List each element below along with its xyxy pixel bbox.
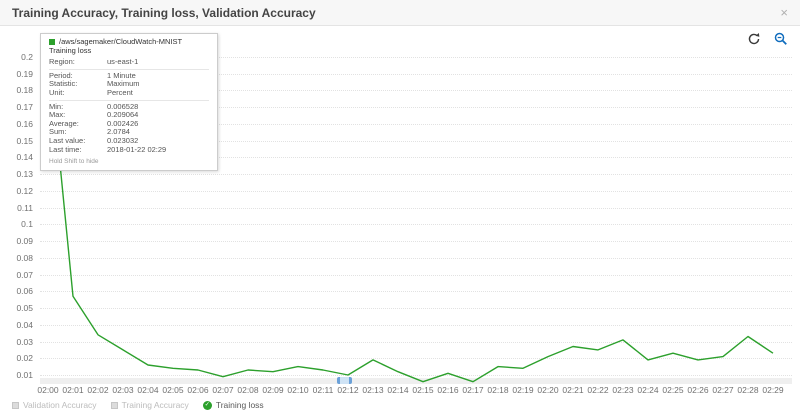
tooltip-metric-name: Training loss [49,45,92,55]
timeline-scrollbar-handle[interactable] [337,377,352,384]
legend: Validation Accuracy Training Accuracy ✓ Tra… [12,400,264,410]
zoom-out-icon[interactable] [773,31,788,46]
y-axis-label: 0.05 [16,303,33,314]
x-axis-label: 02:28 [737,385,759,395]
gridline [40,207,792,209]
tooltip-row: Last time: 2018-01-22 02:29 [49,144,167,154]
chart-toolbar [746,31,788,46]
x-axis-label: 02:26 [687,385,709,395]
y-axis-label: 0.15 [16,135,33,146]
gridline [40,274,792,276]
x-axis-label: 02:21 [562,385,584,395]
metric-tooltip: /aws/sagemaker/CloudWatch-MNIST Training… [40,33,218,171]
gridline [40,375,792,376]
window-titlebar: Training Accuracy, Training loss, Valida… [0,0,800,26]
gridline [40,341,792,343]
x-axis-label: 02:01 [62,385,84,395]
legend-inactive-swatch-icon [12,401,19,409]
tooltip-group: Region: us-east-1 [49,56,209,69]
y-axis-label: 0.1 [21,219,33,230]
legend-inactive-swatch-icon [110,401,118,409]
x-axis-label: 02:02 [87,385,109,395]
y-axis-label: 0.14 [16,152,33,163]
legend-item-label: Training Accuracy [121,400,189,410]
tooltip-row: Region: us-east-1 [49,57,139,67]
y-axis-label: 0.19 [16,68,33,79]
y-axis-label: 0.08 [16,252,33,263]
y-axis-label: 0.09 [16,236,33,247]
tooltip-group: Min: 0.006528 Max: 0.209064 Average: 0.002426… [49,99,209,157]
x-axis-label: 02:18 [487,385,509,395]
legend-active-swatch-icon: ✓ [202,400,212,410]
x-axis-label: 02:24 [637,385,659,395]
y-axis-label: 0.16 [16,118,33,129]
x-axis-label: 02:07 [212,385,234,395]
y-axis-label: 0.2 [21,52,33,62]
gridline [40,174,792,176]
legend-item-label: Training loss [215,400,264,410]
x-axis-label: 02:25 [662,385,684,395]
legend-item-training-loss[interactable]: ✓ Training loss [202,400,264,410]
gridline [40,190,792,192]
gridline [40,324,792,326]
x-axis-label: 02:16 [437,385,459,395]
chart-title: Training Accuracy, Training loss, Valida… [12,5,316,20]
y-axis-label: 0.02 [16,353,33,364]
x-axis-label: 02:19 [512,385,534,395]
x-axis-label: 02:04 [137,385,159,395]
gridline [40,224,792,226]
x-axis-label: 02:14 [387,385,409,395]
tooltip-group: Period: 1 Minute Statistic: Maximum Unit: Per… [49,68,209,100]
legend-item-label: Validation Accuracy [23,400,97,410]
y-axis-label: 0.03 [16,336,33,347]
x-axis-label: 02:11 [312,385,334,395]
x-axis-label: 02:10 [287,385,309,395]
x-axis-label: 02:13 [362,385,384,395]
gridline [40,308,792,310]
x-axis-label: 02:22 [587,385,609,395]
y-axis-label: 0.01 [16,370,33,380]
y-axis-label: 0.07 [16,269,33,280]
series-swatch-icon [49,39,55,46]
gridline [40,257,792,259]
x-axis-label: 02:03 [112,385,134,395]
x-axis-label: 02:15 [412,385,434,395]
gridline [40,358,792,360]
x-axis-label: 02:08 [237,385,259,395]
y-axis-label: 0.18 [16,85,33,96]
tooltip-namespace: /aws/sagemaker/CloudWatch-MNIST [59,37,183,46]
gridline [40,291,792,293]
x-axis-label: 02:23 [612,385,634,395]
y-axis-label: 0.04 [16,319,33,330]
y-axis-label: 0.06 [16,286,33,297]
y-axis-label: 0.13 [16,169,33,180]
y-axis-label: 0.12 [16,185,33,196]
x-axis-label: 02:20 [537,385,559,395]
legend-item-validation-accuracy[interactable]: Validation Accuracy [12,400,97,410]
y-axis-label: 0.17 [16,102,33,113]
x-axis-label: 02:17 [462,385,484,395]
tooltip-footer: Hold Shift to hide [49,158,99,166]
gridline [40,241,792,243]
x-axis-label: 02:00 [37,385,59,395]
legend-item-training-accuracy[interactable]: Training Accuracy [110,400,189,410]
x-axis-label: 02:05 [162,385,184,395]
x-axis-label: 02:06 [187,385,209,395]
x-axis-label: 02:27 [712,385,734,395]
close-icon[interactable]: × [780,5,788,20]
x-axis-label: 02:09 [262,385,284,395]
tooltip-row: Unit: Percent [49,87,133,97]
refresh-icon[interactable] [746,31,761,46]
tooltip-stats: Region: us-east-1 Period: 1 Minute Statistic… [49,56,209,156]
y-axis-label: 0.11 [17,202,33,213]
x-axis-label: 02:29 [762,385,784,395]
timeline-scrollbar-track [40,377,792,384]
x-axis-label: 02:12 [337,385,359,395]
